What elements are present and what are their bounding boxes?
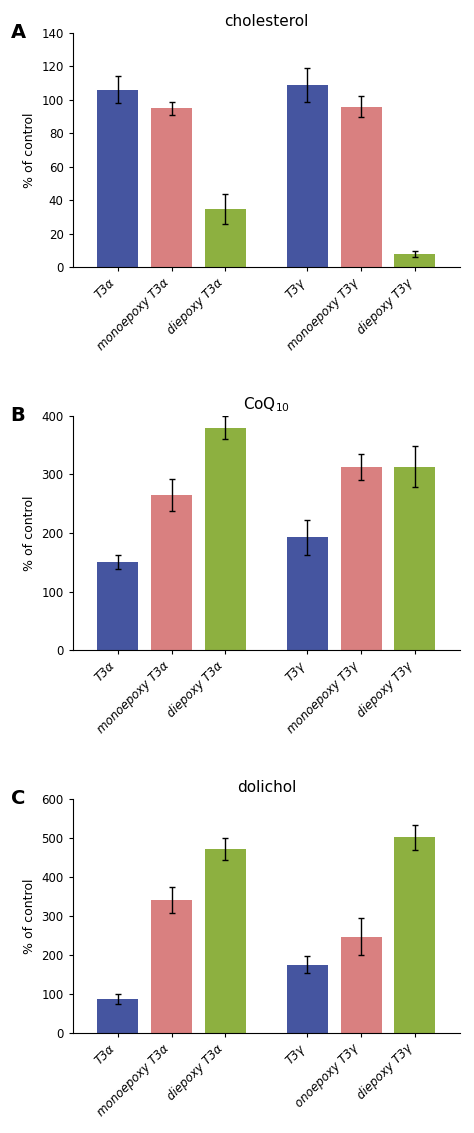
Bar <box>151 495 192 650</box>
Bar <box>151 109 192 267</box>
Bar <box>205 427 246 650</box>
Bar <box>287 85 328 267</box>
Title: CoQ$_{10}$: CoQ$_{10}$ <box>243 395 290 414</box>
Bar <box>97 90 138 267</box>
Bar <box>394 837 436 1033</box>
Bar <box>394 467 436 650</box>
Bar <box>287 965 328 1033</box>
Bar <box>97 562 138 650</box>
Y-axis label: % of control: % of control <box>23 495 36 571</box>
Title: dolichol: dolichol <box>237 780 296 795</box>
Y-axis label: % of control: % of control <box>23 112 36 188</box>
Bar <box>341 107 382 267</box>
Title: cholesterol: cholesterol <box>224 14 309 28</box>
Bar <box>151 901 192 1033</box>
Text: C: C <box>11 790 25 808</box>
Bar <box>205 849 246 1033</box>
Text: B: B <box>11 407 26 425</box>
Text: A: A <box>11 24 26 42</box>
Bar <box>97 999 138 1033</box>
Y-axis label: % of control: % of control <box>23 878 36 954</box>
Bar <box>341 937 382 1033</box>
Bar <box>394 254 436 267</box>
Bar <box>341 467 382 650</box>
Bar <box>205 208 246 267</box>
Bar <box>287 537 328 650</box>
